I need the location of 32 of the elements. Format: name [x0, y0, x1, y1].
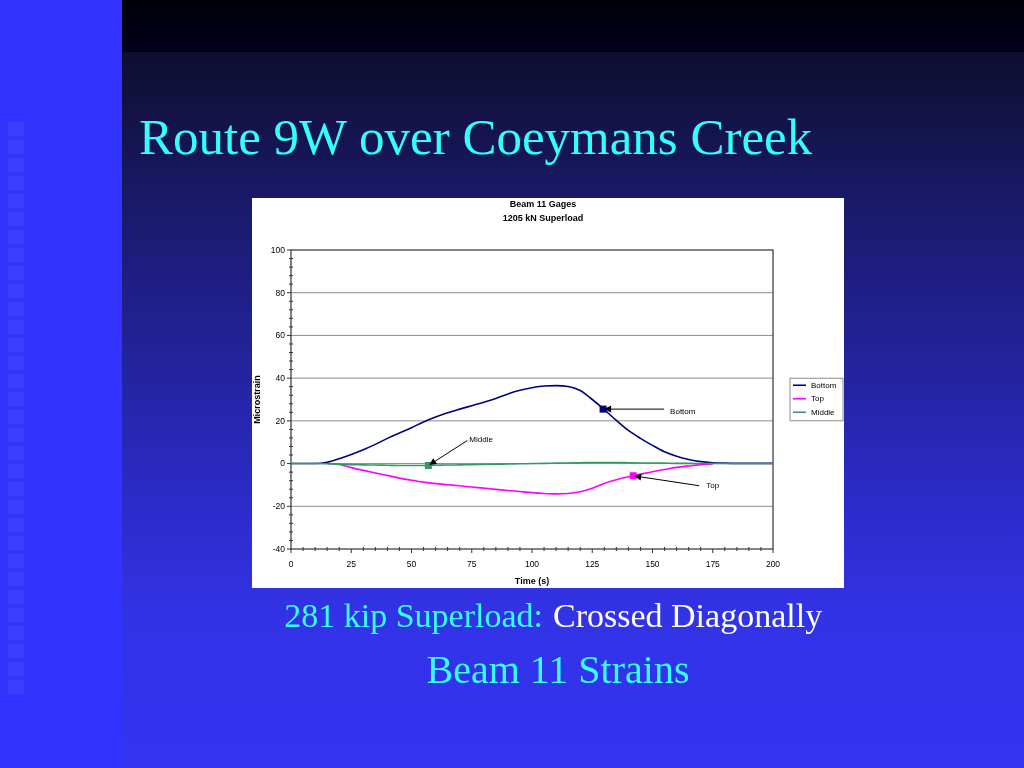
chart-title: Beam 11 Gages	[509, 199, 577, 209]
y-tick-label: -40	[272, 543, 286, 554]
chart-subtitle: 1205 kN Superload	[502, 212, 584, 223]
legend-label: Bottom	[811, 380, 837, 390]
y-tick-label: -20	[272, 501, 286, 512]
x-tick-label: 150	[645, 559, 660, 569]
annotation: Middle	[469, 435, 494, 445]
y-tick-label: 60	[275, 330, 286, 341]
y-tick-label: 80	[275, 287, 286, 298]
x-tick-label: 25	[346, 559, 357, 569]
legend-label: Top	[811, 394, 825, 404]
text: Route 9W over Coeymans Creek	[139, 109, 813, 165]
annotation: Top	[706, 481, 720, 491]
y-tick-label: 40	[275, 372, 286, 383]
point	[599, 405, 607, 413]
x-axis-title: Time (s)	[514, 576, 550, 586]
text: Beam 11 Strains	[426, 647, 690, 692]
legend-label: Middle	[811, 407, 836, 417]
x-tick-label: 75	[467, 559, 477, 569]
y-tick-label: 20	[275, 415, 286, 426]
text: 281 kip Superload:	[284, 597, 543, 634]
x-tick-label: 175	[705, 559, 721, 569]
y-tick-label: 0	[280, 458, 286, 469]
x-tick-label: 200	[765, 559, 781, 569]
annotation: Bottom	[670, 406, 696, 416]
x-tick-label: 125	[585, 559, 600, 569]
x-tick-label: 100	[524, 559, 540, 569]
y-axis-title: Microstrain	[252, 375, 262, 424]
y-tick-label: 100	[270, 244, 286, 255]
x-tick-label: 0	[288, 559, 294, 569]
x-tick-label: 50	[406, 559, 417, 569]
text: Crossed Diagonally	[553, 597, 823, 634]
